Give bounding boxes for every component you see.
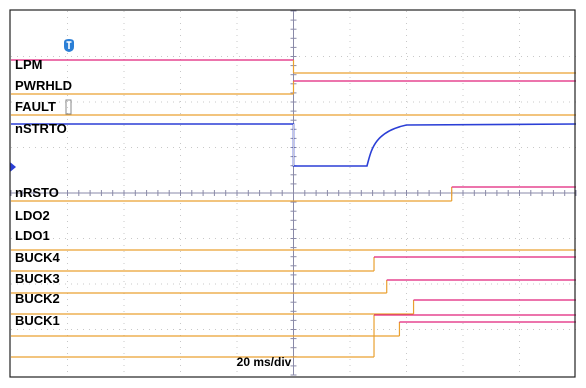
traces xyxy=(11,59,577,358)
trace-label-buck3: BUCK3 xyxy=(15,271,60,286)
trace-nstrto xyxy=(11,123,577,167)
trace-labels: LPM PWRHLD FAULT nSTRTO nRSTO LDO2 LDO1 BUCK4 BU… xyxy=(15,57,72,328)
chart-frame xyxy=(9,9,576,378)
markers xyxy=(10,39,74,172)
trace-label-buck2: BUCK2 xyxy=(15,291,60,306)
trace-label-lpm: LPM xyxy=(15,57,42,72)
trace-label-ldo2: LDO2 xyxy=(15,208,50,223)
trace-label-buck4: BUCK4 xyxy=(15,250,61,265)
channel-level-icon xyxy=(10,162,16,172)
trace-label-ldo1: LDO1 xyxy=(15,228,50,243)
trigger-icon xyxy=(64,39,74,52)
trace-label-nstrto: nSTRTO xyxy=(15,121,67,136)
trace-label-pwrhld: PWRHLD xyxy=(15,78,72,93)
trace-label-nrsto: nRSTO xyxy=(15,185,59,200)
fault-cursor-icon xyxy=(65,99,72,115)
x-axis-label: 20 ms/div xyxy=(237,355,292,369)
trace-label-fault: FAULT xyxy=(15,99,56,114)
trace-label-buck1: BUCK1 xyxy=(15,313,60,328)
